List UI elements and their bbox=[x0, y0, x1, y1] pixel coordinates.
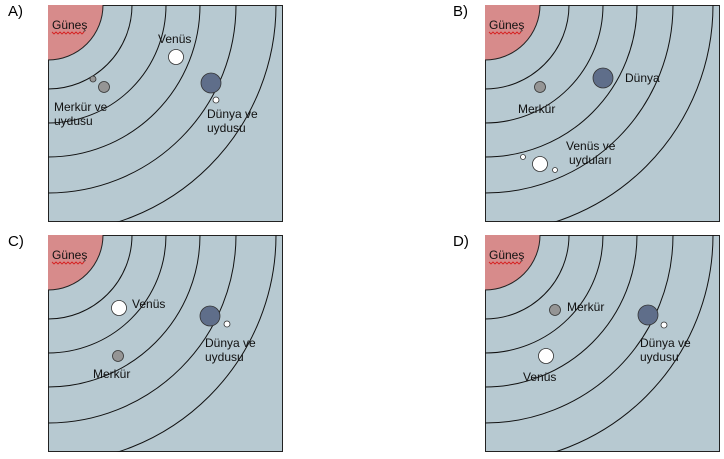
mercury bbox=[112, 350, 124, 362]
option-d-diagram: Güneş Merkür Venüs Dünya ve uydusu bbox=[485, 235, 720, 452]
option-a-label: A) bbox=[8, 3, 23, 20]
sun-label: Güneş bbox=[52, 248, 87, 262]
mercury-label-line2: uydusu bbox=[54, 114, 93, 128]
venus bbox=[532, 156, 548, 172]
earth-label: Dünya bbox=[625, 71, 660, 85]
option-b-panel[interactable]: Güneş Merkür Dünya Venüs ve uyduları bbox=[485, 5, 720, 222]
venus-label: Venüs bbox=[132, 297, 165, 311]
earth-label-line2: uydusu bbox=[205, 350, 244, 364]
mercury-label-line1: Merkür ve bbox=[54, 100, 108, 114]
option-a-diagram: Güneş Merkür ve uydusu Venüs Dünya ve uy… bbox=[48, 5, 283, 222]
earth-label-line2: uydusu bbox=[207, 121, 246, 135]
venus-label: Venüs bbox=[523, 370, 556, 384]
venus-moon-2 bbox=[552, 167, 558, 173]
option-b-label: B) bbox=[453, 3, 468, 20]
option-d-label: D) bbox=[453, 233, 469, 250]
spellcheck-underline bbox=[51, 261, 85, 265]
venus bbox=[111, 300, 127, 316]
mercury bbox=[549, 304, 561, 316]
earth-label-line1: Dünya ve bbox=[205, 336, 256, 350]
venus-label: Venüs bbox=[158, 32, 191, 46]
venus bbox=[168, 49, 184, 65]
venus-moon-1 bbox=[520, 154, 526, 160]
mercury-label: Merkür bbox=[518, 102, 555, 116]
option-d-panel[interactable]: Güneş Merkür Venüs Dünya ve uydusu bbox=[485, 235, 720, 452]
venus bbox=[538, 348, 554, 364]
earth-label-line1: Dünya ve bbox=[207, 107, 258, 121]
earth bbox=[200, 72, 222, 94]
option-b-diagram: Güneş Merkür Dünya Venüs ve uyduları bbox=[485, 5, 720, 222]
spellcheck-underline bbox=[51, 31, 85, 35]
earth-label-line2: uydusu bbox=[640, 350, 679, 364]
option-c-panel[interactable]: Güneş Venüs Merkür Dünya ve uydusu bbox=[48, 235, 283, 452]
sun-label: Güneş bbox=[52, 18, 87, 32]
moon bbox=[212, 96, 220, 104]
mercury-moon bbox=[89, 75, 97, 83]
spellcheck-underline bbox=[488, 261, 522, 265]
moon bbox=[660, 321, 668, 329]
option-a-panel[interactable]: Güneş Merkür ve uydusu Venüs Dünya ve uy… bbox=[48, 5, 283, 222]
earth bbox=[637, 304, 659, 326]
option-c-diagram: Güneş Venüs Merkür Dünya ve uydusu bbox=[48, 235, 283, 452]
venus-label-line2: uyduları bbox=[569, 153, 612, 167]
spellcheck-underline bbox=[488, 31, 522, 35]
earth bbox=[199, 305, 221, 327]
mercury-label: Merkür bbox=[93, 367, 130, 381]
sun-label: Güneş bbox=[489, 248, 524, 262]
earth bbox=[592, 67, 614, 89]
mercury-label: Merkür bbox=[567, 300, 604, 314]
mercury bbox=[98, 81, 110, 93]
sun-label: Güneş bbox=[489, 18, 524, 32]
mercury bbox=[534, 81, 546, 93]
moon bbox=[223, 320, 231, 328]
earth-label-line1: Dünya ve bbox=[640, 336, 691, 350]
option-c-label: C) bbox=[8, 233, 24, 250]
venus-label-line1: Venüs ve bbox=[566, 139, 616, 153]
